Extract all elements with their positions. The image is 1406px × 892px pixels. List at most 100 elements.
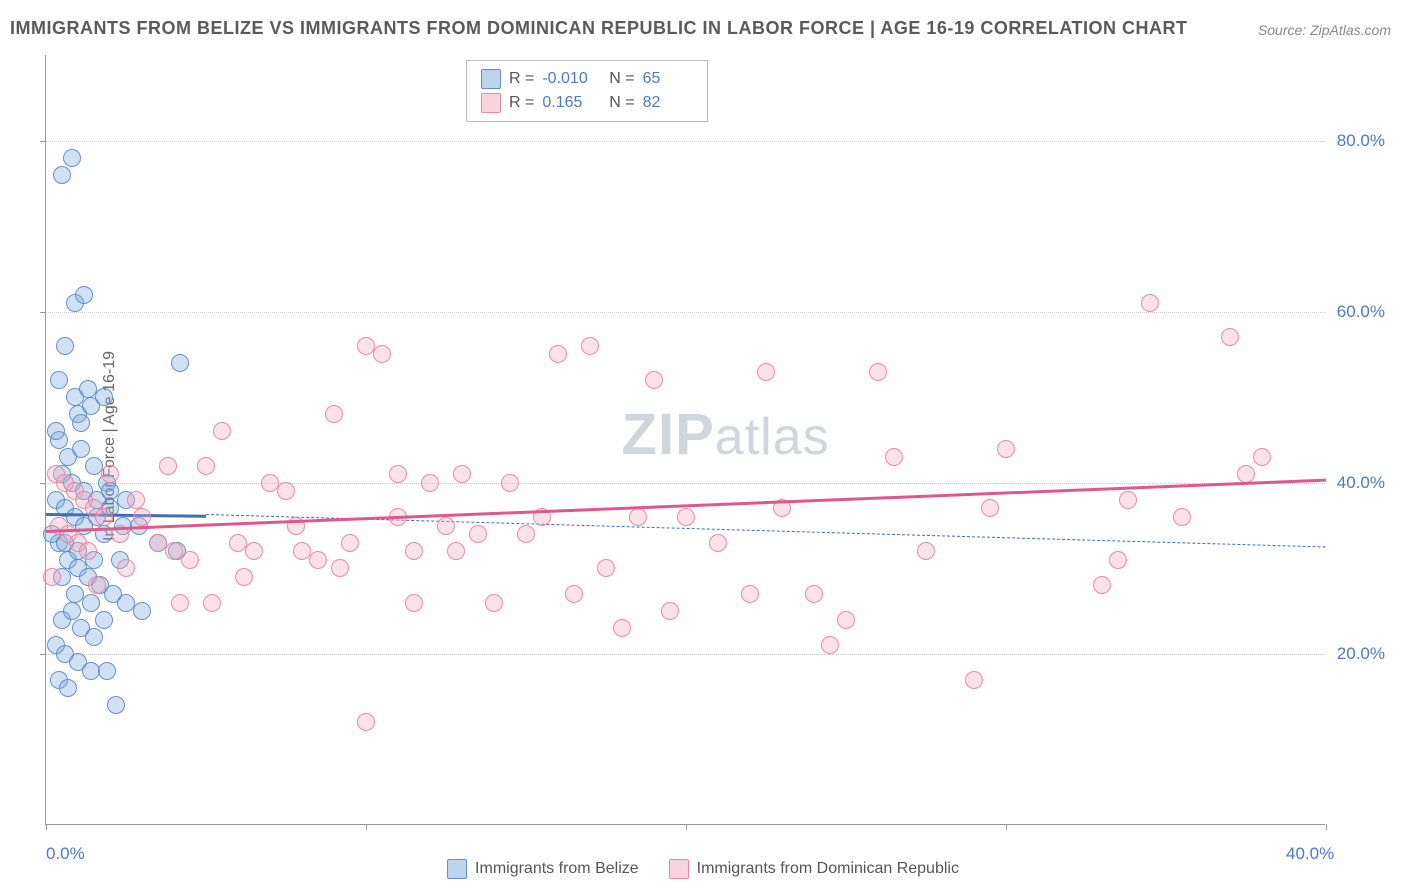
swatch-icon [481,93,501,113]
scatter-marker [181,551,199,569]
scatter-marker [85,628,103,646]
chart-container: IMMIGRANTS FROM BELIZE VS IMMIGRANTS FRO… [0,0,1406,892]
gridline-h [46,654,1325,655]
x-tick [46,824,47,830]
trend-line-dashed [206,514,1326,548]
scatter-marker [325,405,343,423]
gridline-h [46,312,1325,313]
scatter-marker [171,354,189,372]
legend-stats-row: R = -0.010 N = 65 [481,67,693,91]
scatter-marker [197,457,215,475]
scatter-marker [1109,551,1127,569]
scatter-marker [50,371,68,389]
scatter-marker [917,542,935,560]
scatter-marker [469,525,487,543]
scatter-marker [997,440,1015,458]
legend-label: Immigrants from Dominican Republic [697,860,959,878]
stat-n-value: 65 [643,70,693,88]
scatter-marker [757,363,775,381]
scatter-marker [613,619,631,637]
scatter-marker [95,388,113,406]
scatter-marker [517,525,535,543]
x-tick [1006,824,1007,830]
scatter-marker [1173,508,1191,526]
scatter-marker [95,611,113,629]
scatter-marker [837,611,855,629]
scatter-marker [357,713,375,731]
scatter-marker [235,568,253,586]
scatter-marker [389,465,407,483]
scatter-marker [117,559,135,577]
scatter-marker [447,542,465,560]
scatter-marker [1141,294,1159,312]
scatter-marker [88,576,106,594]
x-tick [686,824,687,830]
scatter-marker [331,559,349,577]
scatter-marker [47,422,65,440]
scatter-marker [981,499,999,517]
y-tick-label: 80.0% [1337,131,1385,151]
stat-r-value: -0.010 [542,70,592,88]
plot-area: ZIPatlas R = -0.010 N = 65 R = 0.165 N =… [45,55,1325,825]
stat-n-value: 82 [643,94,693,112]
scatter-marker [405,542,423,560]
swatch-icon [481,69,501,89]
legend-item: Immigrants from Dominican Republic [669,859,959,879]
scatter-marker [1221,328,1239,346]
scatter-marker [437,517,455,535]
scatter-marker [341,534,359,552]
y-tick [40,483,46,484]
scatter-marker [1253,448,1271,466]
scatter-marker [805,585,823,603]
x-tick [366,824,367,830]
scatter-marker [709,534,727,552]
scatter-marker [159,457,177,475]
y-tick-label: 20.0% [1337,644,1385,664]
scatter-marker [72,414,90,432]
scatter-marker [127,491,145,509]
y-tick-label: 40.0% [1337,473,1385,493]
scatter-marker [1093,576,1111,594]
scatter-marker [549,345,567,363]
legend-label: Immigrants from Belize [475,860,639,878]
scatter-marker [869,363,887,381]
scatter-marker [1237,465,1255,483]
scatter-marker [79,542,97,560]
stat-n-label: N = [600,94,634,112]
scatter-marker [203,594,221,612]
scatter-marker [629,508,647,526]
scatter-marker [501,474,519,492]
scatter-marker [59,679,77,697]
scatter-marker [453,465,471,483]
scatter-marker [405,594,423,612]
source-label: Source: ZipAtlas.com [1258,22,1391,38]
legend-stats-box: R = -0.010 N = 65 R = 0.165 N = 82 [466,60,708,122]
scatter-marker [485,594,503,612]
y-tick [40,312,46,313]
scatter-marker [677,508,695,526]
scatter-marker [373,345,391,363]
scatter-marker [63,149,81,167]
scatter-marker [63,602,81,620]
scatter-marker [72,440,90,458]
scatter-marker [133,602,151,620]
scatter-marker [741,585,759,603]
scatter-marker [43,568,61,586]
gridline-h [46,141,1325,142]
legend-item: Immigrants from Belize [447,859,639,879]
scatter-marker [75,286,93,304]
scatter-marker [309,551,327,569]
scatter-marker [565,585,583,603]
scatter-marker [965,671,983,689]
scatter-marker [885,448,903,466]
y-tick [40,141,46,142]
scatter-marker [421,474,439,492]
stat-r-value: 0.165 [542,94,592,112]
y-tick-label: 60.0% [1337,302,1385,322]
scatter-marker [597,559,615,577]
scatter-marker [53,166,71,184]
stat-n-label: N = [600,70,634,88]
scatter-marker [107,696,125,714]
legend-stats-row: R = 0.165 N = 82 [481,91,693,115]
scatter-marker [821,636,839,654]
